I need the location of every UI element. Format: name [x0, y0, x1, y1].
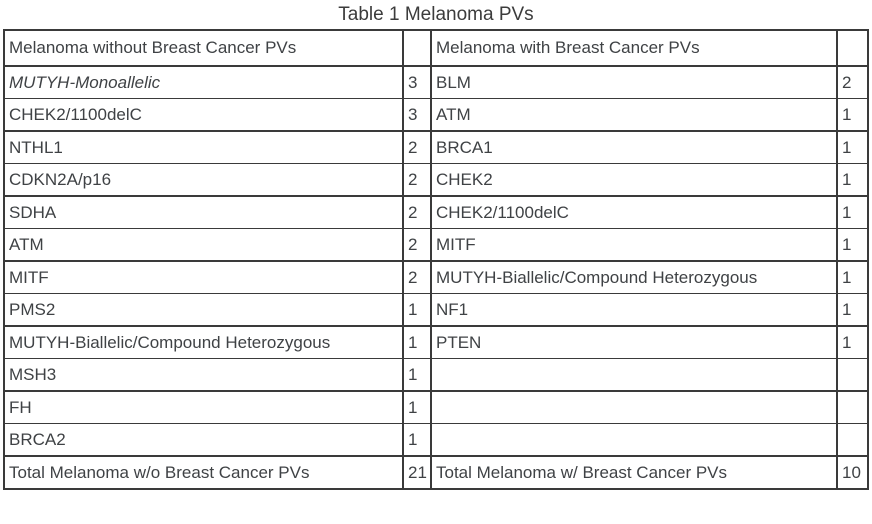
right-count-header — [836, 29, 869, 67]
left-group-header: Melanoma without Breast Cancer PVs — [3, 29, 404, 67]
gene-cell — [430, 358, 838, 392]
table-row: SDHA 2 CHEK2/1100delC 1 — [3, 195, 869, 229]
table-row: MSH3 1 — [3, 358, 869, 392]
table-row: ATM 2 MITF 1 — [3, 228, 869, 262]
gene-cell: MUTYH-Biallelic/Compound Heterozygous — [3, 325, 404, 359]
left-total-count: 21 — [402, 455, 432, 490]
table-row: BRCA2 1 — [3, 423, 869, 457]
page-title: Table 1 Melanoma PVs — [338, 4, 534, 25]
count-cell: 2 — [402, 195, 432, 229]
gene-cell: CHEK2 — [430, 163, 838, 197]
right-total-label: Total Melanoma w/ Breast Cancer PVs — [430, 455, 838, 490]
count-cell: 1 — [402, 293, 432, 327]
count-cell — [836, 423, 869, 457]
gene-cell: PMS2 — [3, 293, 404, 327]
table-row: MUTYH-Biallelic/Compound Heterozygous 1 … — [3, 325, 869, 359]
gene-cell: BLM — [430, 65, 838, 99]
count-cell: 3 — [402, 65, 432, 99]
count-cell — [836, 390, 869, 424]
gene-cell — [430, 390, 838, 424]
gene-cell: BRCA1 — [430, 130, 838, 164]
count-cell: 3 — [402, 98, 432, 132]
count-cell: 1 — [836, 260, 869, 294]
count-cell: 1 — [836, 293, 869, 327]
count-cell: 1 — [402, 423, 432, 457]
gene-cell: NF1 — [430, 293, 838, 327]
gene-cell: FH — [3, 390, 404, 424]
gene-cell: ATM — [430, 98, 838, 132]
count-cell: 2 — [402, 228, 432, 262]
count-cell — [836, 358, 869, 392]
melanoma-pv-table: Melanoma without Breast Cancer PVs Melan… — [3, 29, 869, 490]
table-row: CDKN2A/p16 2 CHEK2 1 — [3, 163, 869, 197]
gene-cell: BRCA2 — [3, 423, 404, 457]
table-row: MUTYH-Monoallelic 3 BLM 2 — [3, 65, 869, 99]
count-cell: 2 — [836, 65, 869, 99]
right-total-count: 10 — [836, 455, 869, 490]
gene-cell: MITF — [430, 228, 838, 262]
gene-cell: SDHA — [3, 195, 404, 229]
right-group-header: Melanoma with Breast Cancer PVs — [430, 29, 838, 67]
count-cell: 2 — [402, 130, 432, 164]
table-row: MITF 2 MUTYH-Biallelic/Compound Heterozy… — [3, 260, 869, 294]
gene-cell: MSH3 — [3, 358, 404, 392]
count-cell: 1 — [402, 358, 432, 392]
count-cell: 1 — [836, 163, 869, 197]
left-total-label: Total Melanoma w/o Breast Cancer PVs — [3, 455, 404, 490]
gene-cell: MUTYH-Monoallelic — [3, 65, 404, 99]
count-cell: 1 — [836, 98, 869, 132]
gene-cell: MITF — [3, 260, 404, 294]
gene-cell: PTEN — [430, 325, 838, 359]
count-cell: 1 — [836, 228, 869, 262]
header-row: Melanoma without Breast Cancer PVs Melan… — [3, 29, 869, 67]
count-cell: 1 — [836, 195, 869, 229]
gene-cell: CDKN2A/p16 — [3, 163, 404, 197]
gene-cell: ATM — [3, 228, 404, 262]
gene-cell: CHEK2/1100delC — [430, 195, 838, 229]
count-cell: 1 — [402, 390, 432, 424]
table-row: NTHL1 2 BRCA1 1 — [3, 130, 869, 164]
count-cell: 1 — [402, 325, 432, 359]
table-row: FH 1 — [3, 390, 869, 424]
gene-cell — [430, 423, 838, 457]
total-row: Total Melanoma w/o Breast Cancer PVs 21 … — [3, 455, 869, 490]
gene-cell: CHEK2/1100delC — [3, 98, 404, 132]
gene-cell: MUTYH-Biallelic/Compound Heterozygous — [430, 260, 838, 294]
table-row: PMS2 1 NF1 1 — [3, 293, 869, 327]
table-row: CHEK2/1100delC 3 ATM 1 — [3, 98, 869, 132]
gene-cell: NTHL1 — [3, 130, 404, 164]
count-cell: 1 — [836, 325, 869, 359]
count-cell: 2 — [402, 260, 432, 294]
count-cell: 2 — [402, 163, 432, 197]
count-cell: 1 — [836, 130, 869, 164]
left-count-header — [402, 29, 432, 67]
